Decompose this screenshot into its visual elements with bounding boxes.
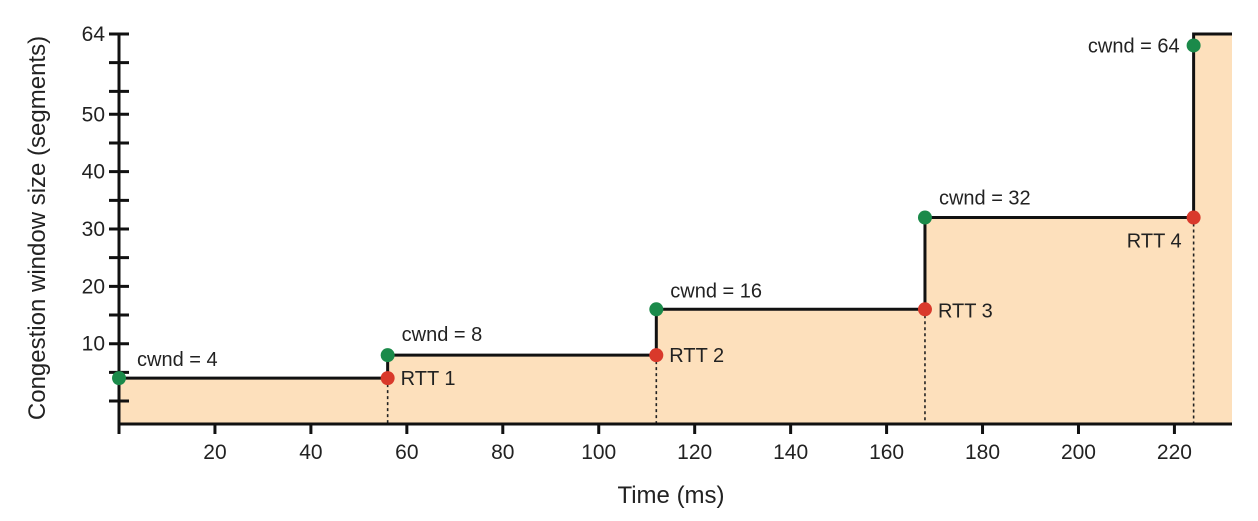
- cwnd-label-5: cwnd = 64: [1088, 35, 1180, 57]
- cwnd-label-3: cwnd = 16: [670, 280, 762, 302]
- cwnd-step-line: [119, 32, 1232, 380]
- rtt-label-1: RTT 1: [401, 368, 456, 390]
- x-tick-label-100: 100: [581, 441, 616, 464]
- x-tick-label-40: 40: [299, 441, 322, 464]
- y-tick-label-40: 40: [82, 161, 105, 184]
- rtt-label-4: RTT 4: [1127, 231, 1182, 253]
- guide-layer: [386, 217, 1195, 424]
- cwnd-point-1: [112, 371, 126, 386]
- cwnd-point-2: [380, 348, 395, 363]
- x-tick-label-80: 80: [491, 441, 514, 464]
- x-axis-title: Time (ms): [617, 482, 724, 509]
- y-tick-label-20: 20: [82, 275, 105, 298]
- area-fill: [119, 34, 1232, 424]
- step-layer: [119, 32, 1232, 380]
- x-tick-label-160: 160: [869, 441, 904, 464]
- y-tick-label-10: 10: [82, 333, 105, 356]
- x-tick-label-220: 220: [1157, 441, 1192, 464]
- point-layer: [112, 38, 1201, 386]
- cwnd-point-4: [917, 210, 932, 225]
- y-tick-label-30: 30: [82, 218, 105, 241]
- y-axis-title: Congestion window size (segments): [24, 36, 51, 420]
- y-tick-label-50: 50: [82, 103, 105, 126]
- axis-layer: 20 40 60 80 100 120 140 160 180 200 220 10 20 30 40 50 6…: [82, 23, 1232, 464]
- rtt-point-3: [917, 302, 932, 317]
- cwnd-point-5: [1186, 38, 1201, 53]
- cwnd-label-2: cwnd = 8: [402, 324, 483, 346]
- x-tick-label-140: 140: [773, 441, 808, 464]
- x-tick-label-120: 120: [677, 441, 712, 464]
- cwnd-point-3: [649, 302, 664, 317]
- rtt-label-2: RTT 2: [669, 345, 724, 367]
- x-tick-label-200: 200: [1061, 441, 1096, 464]
- rtt-point-4: [1186, 210, 1201, 225]
- rtt-point-1: [380, 371, 395, 386]
- rtt-point-2: [649, 348, 664, 363]
- x-tick-label-60: 60: [395, 441, 418, 464]
- label-layer: cwnd = 4 cwnd = 8 cwnd = 16 cwnd = 32 cwnd =…: [137, 35, 1182, 390]
- x-tick-label-20: 20: [203, 441, 226, 464]
- area-layer: [119, 34, 1232, 424]
- rtt-label-3: RTT 3: [938, 300, 993, 322]
- y-tick-label-64: 64: [82, 23, 106, 46]
- x-tick-label-180: 180: [965, 441, 1000, 464]
- cwnd-label-1: cwnd = 4: [137, 349, 218, 371]
- cwnd-label-4: cwnd = 32: [939, 188, 1031, 210]
